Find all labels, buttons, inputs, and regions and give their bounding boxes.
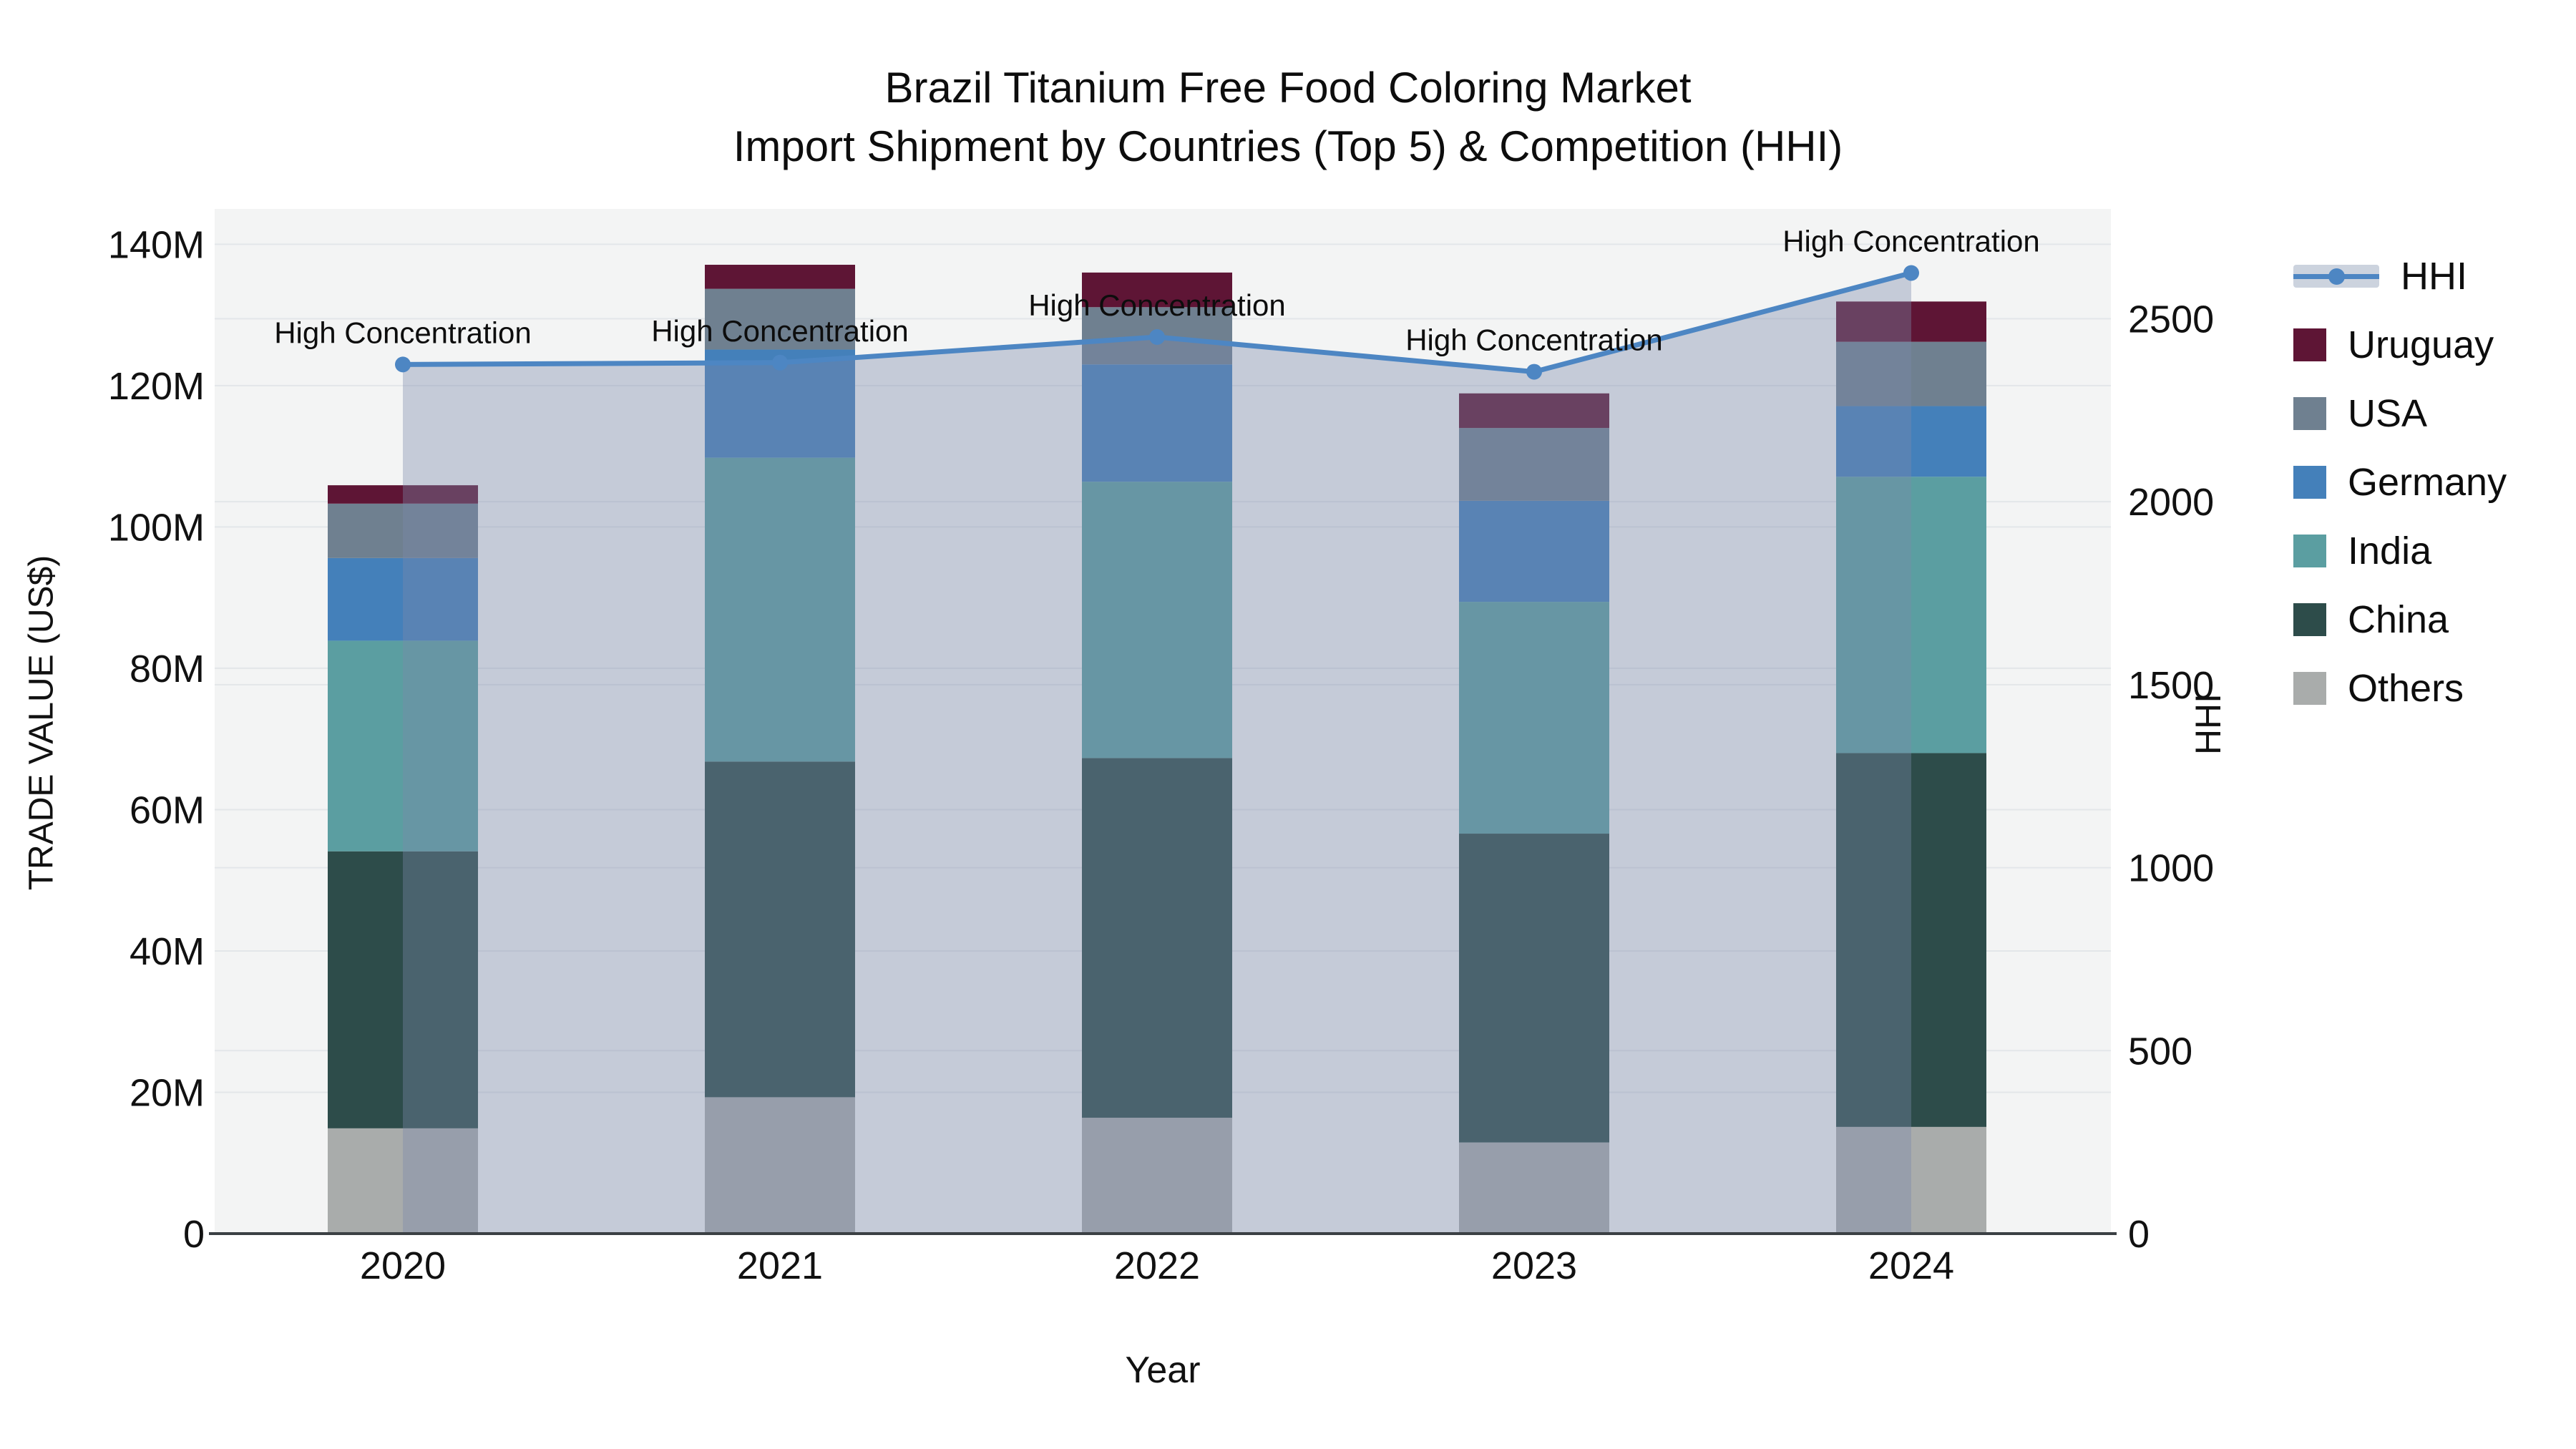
bar-segment-others-2022[interactable]	[1082, 1118, 1232, 1234]
annotation-high-concentration-2020: High Concentration	[274, 316, 532, 349]
legend-label-china: China	[2348, 598, 2449, 641]
left-axis-tick-40M: 40M	[130, 930, 205, 973]
legend-item-others[interactable]: Others	[2293, 654, 2507, 723]
right-axis-tick-1000: 1000	[2128, 847, 2214, 890]
x-axis-title: Year	[1125, 1350, 1201, 1391]
bar-segment-germany-2022[interactable]	[1082, 364, 1232, 482]
left-axis-title: TRADE VALUE (US$)	[22, 555, 61, 891]
bar-segment-india-2022[interactable]	[1082, 482, 1232, 758]
bar-segment-germany-2023[interactable]	[1459, 500, 1609, 602]
germany-swatch-icon	[2293, 466, 2326, 499]
right-axis-tick-1500: 1500	[2128, 664, 2214, 707]
legend-item-germany[interactable]: Germany	[2293, 448, 2507, 517]
usa-swatch-icon	[2293, 397, 2326, 430]
india-swatch-icon	[2293, 535, 2326, 567]
legend-item-uruguay[interactable]: Uruguay	[2293, 311, 2507, 379]
others-swatch-icon	[2293, 672, 2326, 705]
bar-segment-india-2023[interactable]	[1459, 602, 1609, 834]
bar-segment-india-2024[interactable]	[1836, 477, 1986, 753]
right-axis-title: HHI	[2188, 693, 2228, 756]
x-axis-tick-2024: 2024	[1868, 1244, 1954, 1287]
hhi-marker-2022[interactable]	[1149, 329, 1165, 345]
bar-segment-germany-2024[interactable]	[1836, 406, 1986, 477]
hhi-marker-2021[interactable]	[772, 354, 788, 371]
bar-segment-china-2023[interactable]	[1459, 834, 1609, 1143]
bar-segment-china-2020[interactable]	[328, 851, 478, 1128]
legend-label-others: Others	[2348, 667, 2464, 710]
legend: HHI Uruguay USA Germany India China Others	[2293, 242, 2507, 723]
annotation-high-concentration-2023: High Concentration	[1405, 323, 1663, 357]
bar-segment-uruguay-2022[interactable]	[1082, 272, 1232, 308]
bar-segment-china-2021[interactable]	[705, 761, 855, 1098]
x-axis-tick-2020: 2020	[360, 1244, 446, 1287]
right-axis-tick-0: 0	[2128, 1213, 2150, 1256]
bar-segment-usa-2020[interactable]	[328, 503, 478, 558]
hhi-area-fill	[403, 273, 1911, 1234]
left-axis-tick-60M: 60M	[130, 789, 205, 831]
annotation-high-concentration-2021: High Concentration	[651, 314, 909, 348]
chart-title-line1: Brazil Titanium Free Food Coloring Marke…	[884, 64, 1692, 112]
legend-item-china[interactable]: China	[2293, 585, 2507, 654]
annotation-high-concentration-2024: High Concentration	[1782, 225, 2040, 258]
hhi-swatch-part	[2328, 268, 2345, 285]
x-axis-tick-2023: 2023	[1491, 1244, 1577, 1287]
hhi-line-swatch-icon	[2293, 262, 2379, 291]
bar-segment-india-2020[interactable]	[328, 640, 478, 852]
uruguay-swatch-icon	[2293, 328, 2326, 361]
bar-segment-others-2020[interactable]	[328, 1128, 478, 1234]
hhi-marker-2024[interactable]	[1903, 265, 1919, 281]
bar-segment-uruguay-2023[interactable]	[1459, 393, 1609, 429]
hhi-marker-2023[interactable]	[1526, 364, 1542, 380]
left-axis-tick-100M: 100M	[108, 506, 205, 549]
legend-label-uruguay: Uruguay	[2348, 323, 2494, 366]
bar-segment-uruguay-2024[interactable]	[1836, 301, 1986, 342]
bar-segment-china-2022[interactable]	[1082, 758, 1232, 1118]
bar-segment-germany-2020[interactable]	[328, 557, 478, 641]
x-axis-tick-2022: 2022	[1114, 1244, 1200, 1287]
legend-item-usa[interactable]: USA	[2293, 379, 2507, 448]
annotation-high-concentration-2022: High Concentration	[1028, 288, 1286, 322]
legend-item-india[interactable]: India	[2293, 517, 2507, 585]
bar-segment-others-2023[interactable]	[1459, 1142, 1609, 1234]
bar-segment-uruguay-2020[interactable]	[328, 485, 478, 504]
bar-segment-usa-2024[interactable]	[1836, 341, 1986, 406]
chart-title-line2: Import Shipment by Countries (Top 5) & C…	[733, 122, 1843, 170]
legend-item-hhi[interactable]: HHI	[2293, 242, 2507, 311]
left-axis-tick-120M: 120M	[108, 365, 205, 408]
legend-label-usa: USA	[2348, 392, 2428, 435]
china-swatch-icon	[2293, 603, 2326, 636]
x-axis-tick-2021: 2021	[737, 1244, 823, 1287]
bar-segment-uruguay-2021[interactable]	[705, 265, 855, 289]
bar-segment-usa-2021[interactable]	[705, 288, 855, 350]
bar-segment-india-2021[interactable]	[705, 457, 855, 762]
right-axis-tick-500: 500	[2128, 1030, 2192, 1073]
bar-segment-china-2024[interactable]	[1836, 753, 1986, 1127]
left-axis-tick-80M: 80M	[130, 648, 205, 691]
legend-label-hhi: HHI	[2401, 255, 2467, 298]
left-axis-tick-140M: 140M	[108, 223, 205, 266]
left-axis-tick-20M: 20M	[130, 1071, 205, 1114]
bar-segment-usa-2023[interactable]	[1459, 428, 1609, 501]
bar-segment-others-2021[interactable]	[705, 1097, 855, 1234]
legend-label-india: India	[2348, 530, 2432, 572]
right-axis-tick-2500: 2500	[2128, 298, 2214, 341]
bar-segment-others-2024[interactable]	[1836, 1126, 1986, 1234]
right-axis-tick-2000: 2000	[2128, 481, 2214, 524]
left-axis-tick-0: 0	[183, 1213, 205, 1256]
hhi-marker-2020[interactable]	[395, 356, 411, 373]
legend-label-germany: Germany	[2348, 461, 2507, 504]
